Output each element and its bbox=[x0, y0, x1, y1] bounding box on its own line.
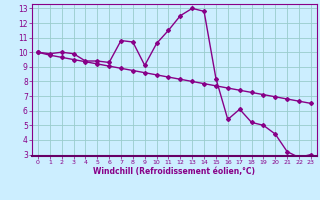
X-axis label: Windchill (Refroidissement éolien,°C): Windchill (Refroidissement éolien,°C) bbox=[93, 167, 255, 176]
